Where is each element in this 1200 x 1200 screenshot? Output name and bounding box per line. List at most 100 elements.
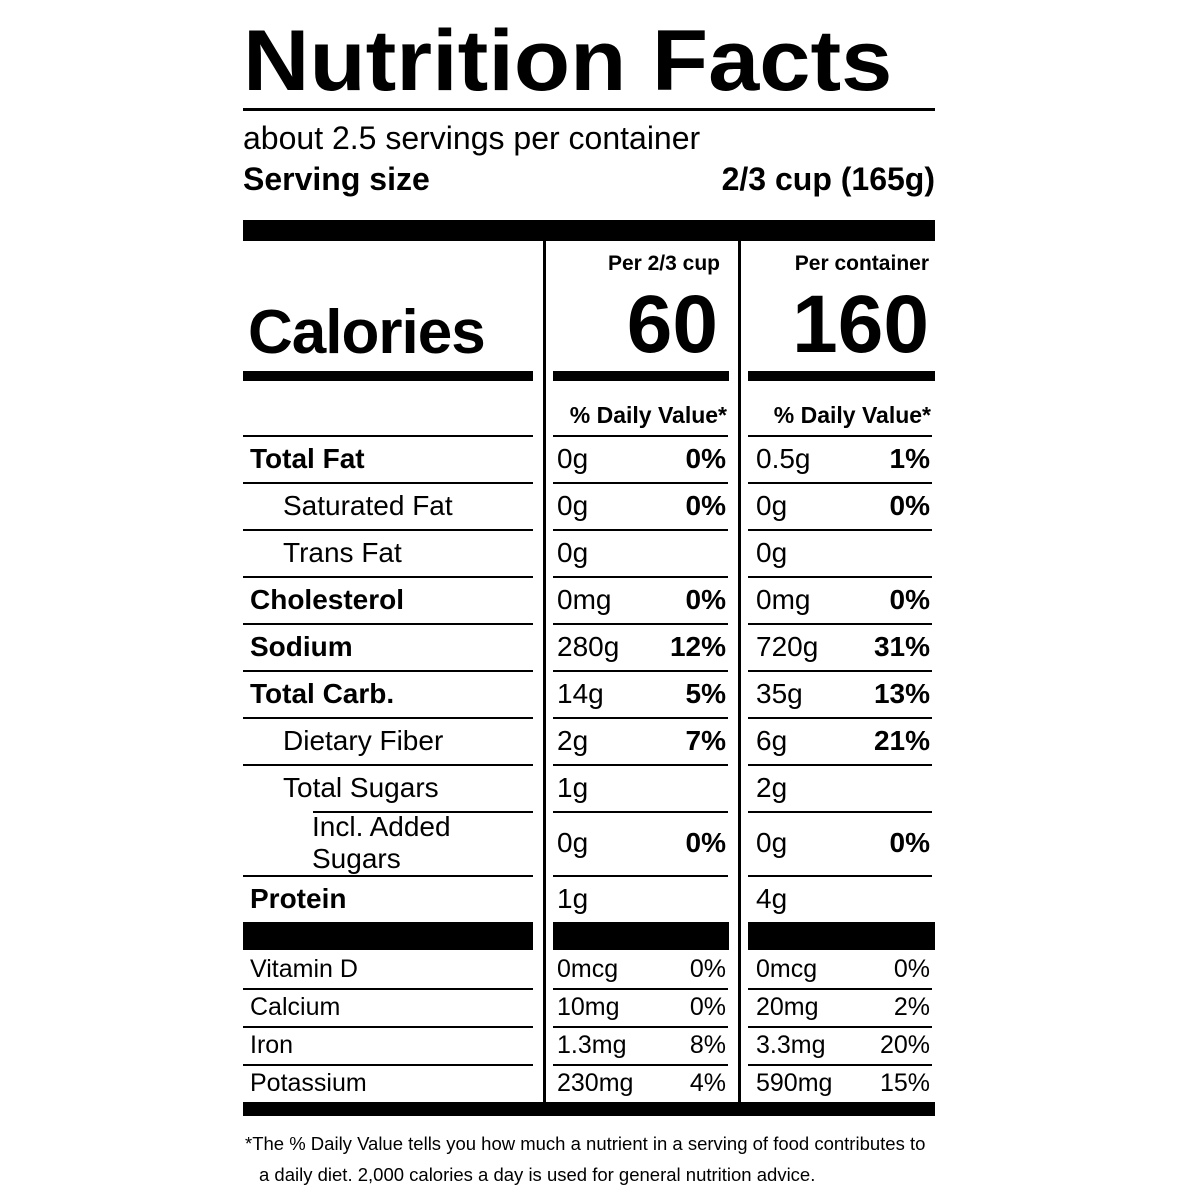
column-divider xyxy=(543,241,546,1102)
per-serving-dv: 0% xyxy=(685,442,726,474)
per-container-amount: 3.3mg xyxy=(756,1030,826,1059)
nutrient-per-serving-cell: 0g 0% xyxy=(545,435,740,482)
nutrient-per-container-cell: 0g xyxy=(740,529,935,576)
nutrient-name-cell: Total Fat xyxy=(243,435,545,482)
medium-bar xyxy=(553,371,729,381)
nutrition-facts-label: Nutrition Facts about 2.5 servings per c… xyxy=(243,18,935,1191)
nutrient-per-serving-cell: 1g xyxy=(545,875,740,922)
calories-underbar xyxy=(545,361,740,391)
nutrient-name-cell: Trans Fat xyxy=(243,529,545,576)
per-container-amount: 6g xyxy=(756,724,788,756)
per-container-amount: 720g xyxy=(756,630,819,662)
micronutrient-per-container-cell: 3.3mg 20% xyxy=(740,1026,935,1064)
per-serving-amount: 0mg xyxy=(557,583,612,615)
per-container-amount: 0g xyxy=(756,489,788,521)
nutrient-name: Sodium xyxy=(250,630,353,662)
per-container-amount: 590mg xyxy=(756,1068,833,1097)
per-container-dv: 20% xyxy=(879,1030,930,1059)
micronutrient-per-container-cell: 590mg 15% xyxy=(740,1064,935,1102)
section-thick-bar xyxy=(545,922,740,950)
per-serving-amount: 0g xyxy=(557,827,589,858)
per-serving-dv: 7% xyxy=(685,724,726,756)
nutrient-per-serving-cell: 280g 12% xyxy=(545,623,740,670)
per-container-amount: 20mg xyxy=(756,992,819,1021)
nutrient-per-serving-cell: 0mg 0% xyxy=(545,576,740,623)
nutrient-name: Cholesterol xyxy=(250,583,405,615)
nutrient-name: Saturated Fat xyxy=(283,489,453,521)
per-serving-amount: 0mcg xyxy=(557,954,619,983)
calories-underbar xyxy=(243,361,545,391)
per-serving-amount: 1g xyxy=(557,771,589,803)
per-serving-dv: 12% xyxy=(669,630,726,662)
per-container-dv: 1% xyxy=(889,442,930,474)
micronutrient-per-serving-cell: 230mg 4% xyxy=(545,1064,740,1102)
calories-per-serving-cell: 60 xyxy=(545,277,740,365)
per-serving-dv: 0% xyxy=(685,583,726,615)
micronutrient-name: Potassium xyxy=(250,1068,367,1097)
daily-value-header-text: % Daily Value* xyxy=(569,401,727,428)
nutrient-per-container-cell: 6g 21% xyxy=(740,717,935,764)
section-thick-bar xyxy=(243,922,545,950)
per-container-amount: 35g xyxy=(756,677,803,709)
per-container-column-header: Per container xyxy=(794,252,929,275)
micronutrient-per-serving-cell: 1.3mg 8% xyxy=(545,1026,740,1064)
nutrient-name-cell: Total Sugars xyxy=(243,764,545,811)
micronutrient-per-serving-cell: 10mg 0% xyxy=(545,988,740,1026)
calories-label: Calories xyxy=(248,297,486,367)
micronutrient-name-cell: Iron xyxy=(243,1026,545,1064)
per-serving-amount: 1g xyxy=(557,882,589,914)
calories-label-cell: Calories xyxy=(243,277,545,367)
micronutrient-name-cell: Vitamin D xyxy=(243,950,545,988)
nutrient-per-serving-cell: 0g xyxy=(545,529,740,576)
micronutrient-per-container-cell: 20mg 2% xyxy=(740,988,935,1026)
per-serving-dv: 0% xyxy=(685,489,726,521)
nutrient-name-cell: Total Carb. xyxy=(243,670,545,717)
per-container-dv: 0% xyxy=(889,827,930,858)
nutrient-per-container-cell: 35g 13% xyxy=(740,670,935,717)
nutrient-per-serving-cell: 1g xyxy=(545,764,740,811)
per-serving-dv: 0% xyxy=(685,827,726,858)
nutrient-per-container-cell: 0g 0% xyxy=(740,482,935,529)
per-container-amount: 0mg xyxy=(756,583,811,615)
per-serving-dv: 4% xyxy=(689,1068,726,1097)
nutrient-per-container-cell: 4g xyxy=(740,875,935,922)
facts-grid: Per 2/3 cup Per container Calories 60 16… xyxy=(243,241,935,1102)
nutrient-per-container-cell: 0.5g 1% xyxy=(740,435,935,482)
nutrient-per-serving-cell: 0g 0% xyxy=(545,482,740,529)
per-serving-column-header: Per 2/3 cup xyxy=(607,252,720,275)
per-serving-amount: 14g xyxy=(557,677,604,709)
per-container-dv: 15% xyxy=(879,1068,930,1097)
daily-value-header-per-serving: % Daily Value* xyxy=(545,391,740,435)
per-serving-amount: 1.3mg xyxy=(557,1030,627,1059)
per-serving-dv: 0% xyxy=(689,992,726,1021)
per-container-amount: 4g xyxy=(756,882,788,914)
per-container-amount: 0g xyxy=(756,536,788,568)
micronutrient-per-serving-cell: 0mcg 0% xyxy=(545,950,740,988)
per-serving-dv: 8% xyxy=(689,1030,726,1059)
calories-per-container-value: 160 xyxy=(792,278,929,370)
servings-per-container: about 2.5 servings per container xyxy=(243,120,701,156)
bottom-thick-bar xyxy=(243,1102,935,1116)
micronutrient-per-container-cell: 0mcg 0% xyxy=(740,950,935,988)
serving-size-value: 2/3 cup (165g) xyxy=(721,161,935,197)
daily-value-header-per-container: % Daily Value* xyxy=(740,391,935,435)
nutrient-per-serving-cell: 2g 7% xyxy=(545,717,740,764)
title-rule xyxy=(243,108,935,111)
nutrient-name: Incl. Added Sugars xyxy=(312,811,451,874)
per-serving-amount: 280g xyxy=(557,630,620,662)
nutrient-name: Protein xyxy=(250,882,347,914)
medium-bar xyxy=(748,371,935,381)
nutrient-name-cell: Protein xyxy=(243,875,545,922)
per-container-dv: 31% xyxy=(873,630,930,662)
per-container-amount: 0g xyxy=(756,827,788,858)
nutrient-name: Total Fat xyxy=(250,442,365,474)
per-container-dv: 13% xyxy=(873,677,930,709)
per-container-dv: 0% xyxy=(893,954,930,983)
per-serving-amount: 230mg xyxy=(557,1068,634,1097)
per-container-amount: 0mcg xyxy=(756,954,818,983)
per-serving-amount: 0g xyxy=(557,489,589,521)
nutrient-per-container-cell: 0g 0% xyxy=(740,811,935,875)
nutrient-name-cell: Incl. Added Sugars xyxy=(243,811,545,875)
per-container-dv: 21% xyxy=(873,724,930,756)
nutrient-per-container-cell: 2g xyxy=(740,764,935,811)
